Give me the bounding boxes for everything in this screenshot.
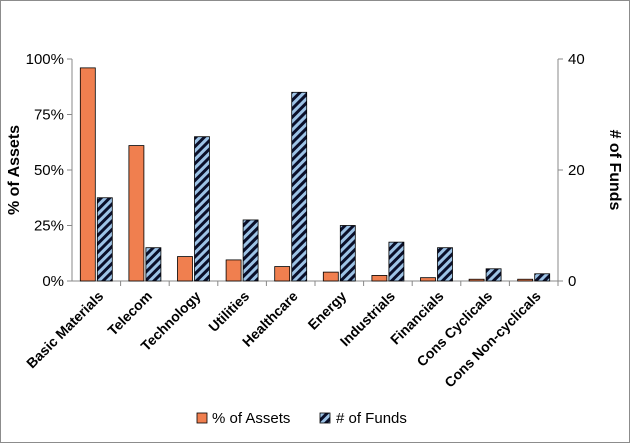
legend-swatch-funds bbox=[319, 412, 331, 424]
bar-funds bbox=[194, 136, 210, 282]
bar-assets bbox=[79, 67, 96, 282]
y-tick-label-right: 20 bbox=[568, 162, 585, 179]
y-tick-label-right: 0 bbox=[568, 273, 576, 290]
y-axis-title-left: % of Assets bbox=[6, 125, 23, 215]
bar-assets bbox=[128, 145, 145, 282]
bar-funds bbox=[96, 197, 113, 282]
legend-label-assets: % of Assets bbox=[212, 410, 290, 427]
y-tick-label-left: 50% bbox=[34, 162, 64, 179]
x-category-label: Basic Materials bbox=[23, 288, 107, 372]
bar-assets bbox=[371, 275, 388, 282]
y-tick-label-left: 25% bbox=[34, 218, 64, 235]
bar-assets bbox=[177, 256, 193, 282]
legend: % of Assets # of Funds bbox=[196, 410, 407, 427]
bar-funds bbox=[339, 225, 356, 282]
y-tick-label-right: 40 bbox=[568, 51, 585, 68]
bar-assets bbox=[517, 278, 534, 282]
bar-funds bbox=[437, 247, 453, 282]
y-tick-label-left: 75% bbox=[34, 107, 64, 124]
bar-funds bbox=[485, 268, 502, 282]
legend-label-funds: # of Funds bbox=[336, 410, 407, 427]
y-tick-label-left: 100% bbox=[26, 51, 64, 68]
plot-area: 0% 25% 50% 75% 100% 0 20 40 Basic MaterialsTelec… bbox=[23, 51, 585, 390]
x-category-label: Utilities bbox=[205, 288, 252, 335]
bar-assets bbox=[468, 278, 485, 282]
x-category-label: Cons Non-cyclicals bbox=[441, 288, 544, 391]
bar-assets bbox=[420, 277, 436, 282]
legend-swatch-assets bbox=[196, 412, 208, 424]
x-category-label: Telecom bbox=[104, 288, 155, 339]
y-axis-title-right: # of Funds bbox=[606, 130, 623, 211]
bar-assets bbox=[225, 259, 242, 282]
bar-assets bbox=[322, 271, 339, 282]
bar-funds bbox=[242, 219, 259, 282]
bar-funds bbox=[388, 241, 405, 282]
y-tick-label-left: 0% bbox=[42, 273, 64, 290]
bar-assets bbox=[274, 266, 291, 282]
bar-funds bbox=[291, 91, 308, 282]
x-category-label: Energy bbox=[305, 288, 350, 333]
bar-funds bbox=[145, 247, 162, 282]
bar-funds bbox=[534, 273, 551, 282]
